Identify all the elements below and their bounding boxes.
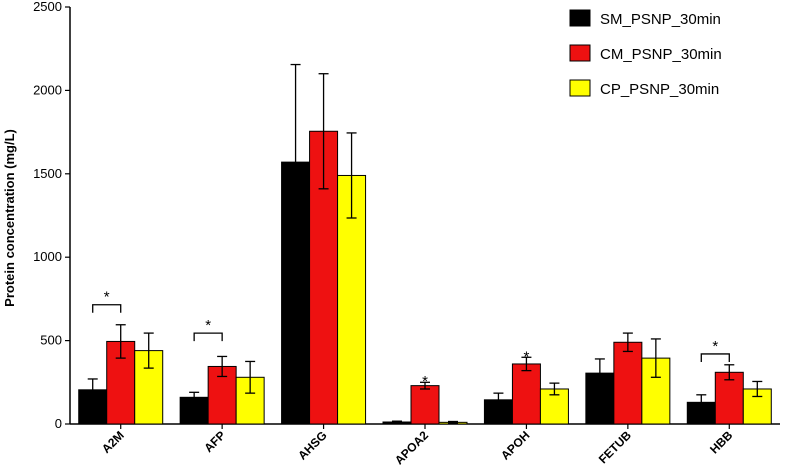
x-tick-label-apoa2: APOA2: [392, 428, 431, 467]
y-axis-label: Protein concentration (mg/L): [2, 129, 17, 307]
legend-label-cp-psnp-30min: CP_PSNP_30min: [600, 81, 719, 98]
significance-star-hbb: *: [712, 338, 718, 355]
y-tick-label: 2500: [33, 0, 62, 14]
x-tick-label-a2m: A2M: [99, 428, 127, 456]
legend-label-cm-psnp-30min: CM_PSNP_30min: [600, 46, 722, 63]
x-tick-label-fetub: FETUB: [596, 428, 634, 466]
bar-sm-psnp-30min-fetub: [585, 372, 615, 425]
significance-star-apoa2: *: [422, 373, 428, 390]
legend-swatch-cp-psnp-30min: [569, 79, 591, 97]
y-tick-label: 500: [40, 333, 62, 348]
y-tick-label: 1000: [33, 249, 62, 264]
legend-swatch-cm-psnp-30min: [569, 44, 591, 62]
y-tick-label: 2000: [33, 82, 62, 97]
legend-swatch-sm-psnp-30min: [569, 9, 591, 27]
significance-star-a2m: *: [104, 289, 110, 306]
significance-star-afp: *: [205, 317, 211, 334]
x-tick-label-apoh: APOH: [498, 428, 532, 462]
x-tick-label-afp: AFP: [201, 428, 228, 455]
plot-area: 0 500 1000 1500 2000 2500 A2M AFP AHSG APOA2 APOH F…: [33, 0, 780, 467]
y-tick-label: 1500: [33, 166, 62, 181]
x-tick-label-hbb: HBB: [707, 428, 736, 457]
significance-star-apoh: *: [524, 349, 530, 366]
significance-bracket-a2m: [92, 304, 122, 313]
x-tick-label-ahsg: AHSG: [295, 428, 329, 462]
legend-label-sm-psnp-30min: SM_PSNP_30min: [600, 11, 721, 28]
significance-bracket-afp: [193, 332, 223, 342]
bar-cm-psnp-30min-fetub: [613, 341, 643, 425]
y-tick-label: 0: [55, 416, 62, 431]
bar-cm-psnp-30min-hbb: [714, 371, 744, 425]
bar-cm-psnp-30min-apoa2: [410, 385, 440, 425]
bar-cm-psnp-30min-apoh: [511, 363, 541, 425]
significance-bracket-hbb: [700, 353, 730, 362]
